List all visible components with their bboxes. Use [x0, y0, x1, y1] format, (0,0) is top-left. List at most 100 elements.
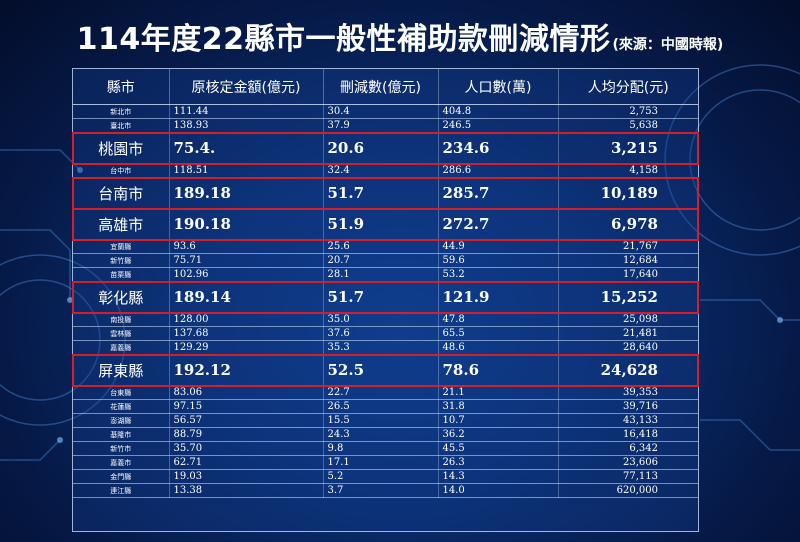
original-amount-cell: 75.71: [169, 253, 324, 268]
county-cell: 新北市: [73, 104, 170, 119]
population-cell: 14.0: [438, 483, 559, 498]
per-capita-cell: 2,753: [558, 104, 698, 119]
population-cell: 65.5: [438, 326, 559, 341]
table-row: 澎湖縣 56.57 15.5 10.7 43,133: [73, 413, 698, 428]
table-row-highlighted: 台南市 189.18 51.7 285.7 10,189: [72, 176, 699, 210]
county-cell: 澎湖縣: [73, 413, 170, 428]
county-cell: 彰化縣: [73, 281, 170, 313]
cut-amount-cell: 28.1: [323, 267, 439, 282]
cut-amount-cell: 37.9: [323, 118, 439, 133]
per-capita-cell: 5,638: [558, 118, 698, 133]
population-cell: 31.8: [438, 399, 559, 414]
original-amount-cell: 118.51: [169, 163, 324, 178]
table-row: 連江縣 13.38 3.7 14.0 620,000: [73, 483, 698, 498]
cut-amount-cell: 20.6: [323, 132, 439, 164]
original-amount-cell: 129.29: [169, 340, 324, 355]
population-cell: 48.6: [438, 340, 559, 355]
table-row-highlighted: 高雄市 190.18 51.9 272.7 6,978: [72, 207, 699, 241]
original-amount-cell: 138.93: [169, 118, 324, 133]
population-cell: 21.1: [438, 385, 559, 400]
county-cell: 屏東縣: [73, 354, 170, 386]
per-capita-cell: 23,606: [558, 455, 698, 470]
county-cell: 台南市: [73, 177, 170, 209]
original-amount-cell: 75.4.: [169, 132, 324, 164]
population-cell: 26.3: [438, 455, 559, 470]
county-cell: 新竹市: [73, 441, 170, 456]
cut-amount-cell: 35.0: [323, 312, 439, 327]
original-amount-cell: 97.15: [169, 399, 324, 414]
subsidy-table-container: 縣市 原核定金額(億元) 刪減數(億元) 人口數(萬) 人均分配(元) 新北市 1…: [72, 68, 699, 532]
cut-amount-cell: 30.4: [323, 104, 439, 119]
table-row: 新北市 111.44 30.4 404.8 2,753: [73, 104, 698, 119]
per-capita-cell: 4,158: [558, 163, 698, 178]
original-amount-cell: 128.00: [169, 312, 324, 327]
table-row: 嘉義市 62.71 17.1 26.3 23,606: [73, 455, 698, 470]
population-cell: 285.7: [438, 177, 559, 209]
table-body: 新北市 111.44 30.4 404.8 2,753 臺北市 138.93 37.9 246.…: [72, 104, 699, 498]
original-amount-cell: 83.06: [169, 385, 324, 400]
title-main: 114年度22縣市一般性補助款刪減情形: [76, 22, 611, 57]
original-amount-cell: 19.03: [169, 469, 324, 484]
cut-amount-cell: 24.3: [323, 427, 439, 442]
per-capita-cell: 6,978: [558, 208, 698, 240]
county-cell: 金門縣: [73, 469, 170, 484]
county-cell: 高雄市: [73, 208, 170, 240]
cut-amount-cell: 9.8: [323, 441, 439, 456]
cut-amount-cell: 51.7: [323, 281, 439, 313]
population-cell: 246.5: [438, 118, 559, 133]
per-capita-cell: 28,640: [558, 340, 698, 355]
original-amount-cell: 137.68: [169, 326, 324, 341]
original-amount-cell: 88.79: [169, 427, 324, 442]
county-cell: 臺北市: [73, 118, 170, 133]
cut-amount-cell: 51.9: [323, 208, 439, 240]
cut-amount-cell: 3.7: [323, 483, 439, 498]
population-cell: 14.3: [438, 469, 559, 484]
cut-amount-cell: 25.6: [323, 239, 439, 254]
county-cell: 台中市: [73, 163, 170, 178]
table-row: 花蓮縣 97.15 26.5 31.8 39,716: [73, 399, 698, 414]
per-capita-cell: 39,716: [558, 399, 698, 414]
county-cell: 南投縣: [73, 312, 170, 327]
population-cell: 59.6: [438, 253, 559, 268]
header-per-capita: 人均分配(元): [558, 69, 698, 105]
table-row: 基隆市 88.79 24.3 36.2 16,418: [73, 427, 698, 442]
table-row: 雲林縣 137.68 37.6 65.5 21,481: [73, 326, 698, 341]
population-cell: 121.9: [438, 281, 559, 313]
table-header-row: 縣市 原核定金額(億元) 刪減數(億元) 人口數(萬) 人均分配(元): [73, 69, 698, 105]
cut-amount-cell: 22.7: [323, 385, 439, 400]
table-row: 嘉義縣 129.29 35.3 48.6 28,640: [73, 340, 698, 355]
cut-amount-cell: 5.2: [323, 469, 439, 484]
population-cell: 44.9: [438, 239, 559, 254]
original-amount-cell: 111.44: [169, 104, 324, 119]
header-population: 人口數(萬): [438, 69, 559, 105]
original-amount-cell: 93.6: [169, 239, 324, 254]
header-original-amount: 原核定金額(億元): [169, 69, 324, 105]
original-amount-cell: 192.12: [169, 354, 324, 386]
table-row: 南投縣 128.00 35.0 47.8 25,098: [73, 312, 698, 327]
cut-amount-cell: 26.5: [323, 399, 439, 414]
per-capita-cell: 12,684: [558, 253, 698, 268]
title-source: (來源：中國時報): [612, 37, 724, 53]
table-row: 臺北市 138.93 37.9 246.5 5,638: [73, 118, 698, 133]
original-amount-cell: 190.18: [169, 208, 324, 240]
population-cell: 47.8: [438, 312, 559, 327]
cut-amount-cell: 32.4: [323, 163, 439, 178]
original-amount-cell: 13.38: [169, 483, 324, 498]
population-cell: 286.6: [438, 163, 559, 178]
original-amount-cell: 35.70: [169, 441, 324, 456]
table-row-highlighted: 屏東縣 192.12 52.5 78.6 24,628: [72, 353, 699, 387]
cut-amount-cell: 52.5: [323, 354, 439, 386]
per-capita-cell: 25,098: [558, 312, 698, 327]
county-cell: 嘉義市: [73, 455, 170, 470]
population-cell: 45.5: [438, 441, 559, 456]
county-cell: 嘉義縣: [73, 340, 170, 355]
population-cell: 53.2: [438, 267, 559, 282]
per-capita-cell: 17,640: [558, 267, 698, 282]
per-capita-cell: 43,133: [558, 413, 698, 428]
population-cell: 78.6: [438, 354, 559, 386]
table-row: 金門縣 19.03 5.2 14.3 77,113: [73, 469, 698, 484]
per-capita-cell: 21,767: [558, 239, 698, 254]
page-title: 114年度22縣市一般性補助款刪減情形 (來源：中國時報): [0, 14, 800, 58]
cut-amount-cell: 15.5: [323, 413, 439, 428]
population-cell: 10.7: [438, 413, 559, 428]
